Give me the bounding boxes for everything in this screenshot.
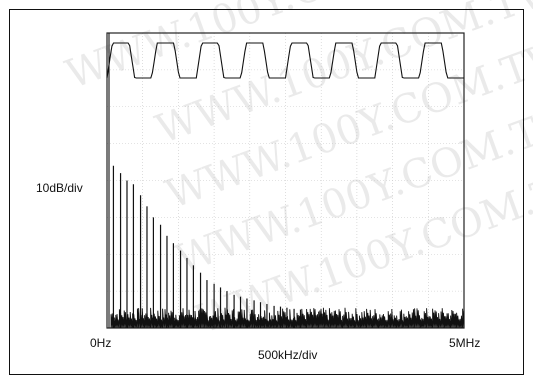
x-axis-label: 500kHz/div — [258, 348, 318, 362]
noise-floor — [110, 307, 465, 329]
square-wave-trace — [106, 42, 464, 79]
x-tick-start: 0Hz — [90, 336, 112, 350]
x-tick-end: 5MHz — [449, 336, 481, 350]
spectrum-trace — [108, 33, 465, 329]
grid — [107, 33, 464, 328]
time-domain-trace — [106, 42, 464, 79]
plot-frame — [106, 32, 465, 329]
y-axis-label: 10dB/div — [36, 181, 83, 195]
plot-frame-rect — [106, 32, 465, 329]
figure-border — [9, 9, 524, 375]
